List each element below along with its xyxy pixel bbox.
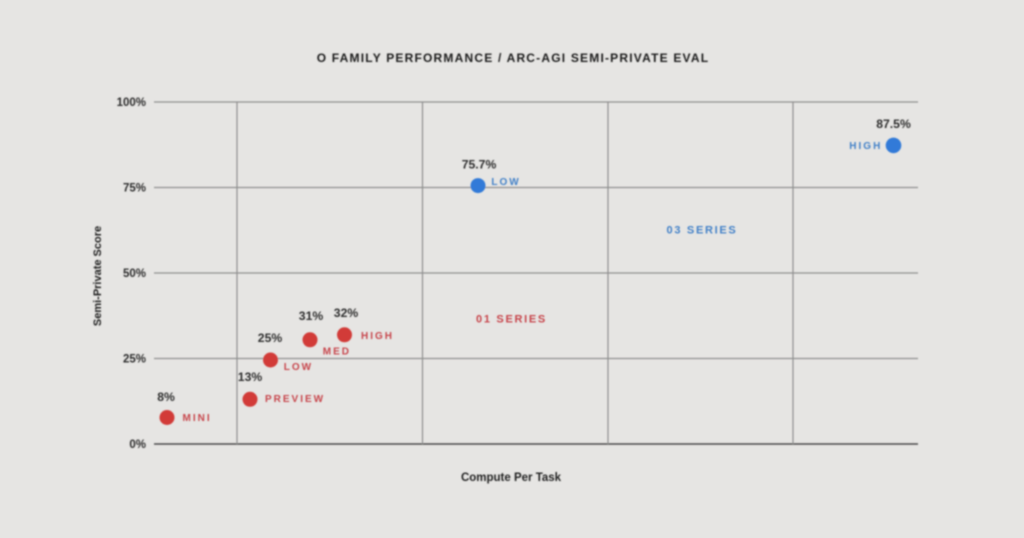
svg-text:75.7%: 75.7% — [462, 158, 497, 172]
svg-text:75%: 75% — [123, 183, 146, 195]
svg-text:03 SERIES: 03 SERIES — [667, 225, 738, 237]
svg-text:MINI: MINI — [183, 413, 212, 424]
svg-text:8%: 8% — [157, 390, 175, 404]
svg-text:01 SERIES: 01 SERIES — [476, 314, 547, 326]
svg-text:PREVIEW: PREVIEW — [265, 394, 325, 405]
svg-text:Compute Per Task: Compute Per Task — [461, 472, 562, 484]
svg-text:50%: 50% — [123, 268, 146, 280]
svg-text:HIGH: HIGH — [849, 141, 882, 152]
svg-text:LOW: LOW — [491, 177, 520, 188]
svg-text:13%: 13% — [238, 370, 263, 384]
svg-text:LOW: LOW — [284, 362, 313, 373]
svg-text:0%: 0% — [129, 439, 146, 451]
svg-text:32%: 32% — [334, 306, 359, 320]
svg-text:25%: 25% — [123, 354, 146, 366]
svg-text:31%: 31% — [299, 309, 324, 323]
svg-text:100%: 100% — [117, 97, 146, 109]
svg-text:87.5%: 87.5% — [876, 117, 911, 131]
svg-text:25%: 25% — [258, 331, 283, 345]
svg-text:HIGH: HIGH — [361, 331, 394, 342]
svg-text:MED: MED — [323, 347, 351, 358]
svg-text:O FAMILY PERFORMANCE / ARC-AGI: O FAMILY PERFORMANCE / ARC-AGI SEMI-PRIV… — [317, 51, 710, 65]
svg-text:Semi-Private Score: Semi-Private Score — [92, 226, 104, 326]
